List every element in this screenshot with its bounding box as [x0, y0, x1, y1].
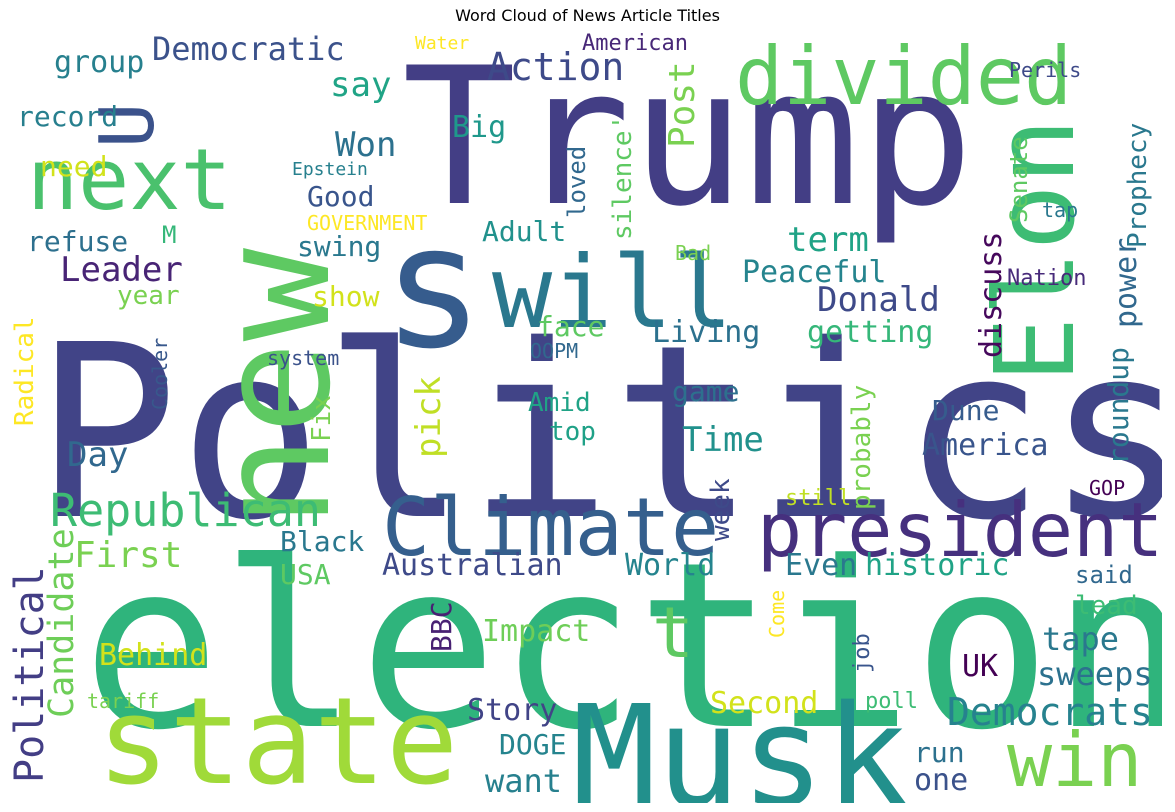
- word-tap: tap: [1042, 198, 1079, 222]
- word-pick: pick: [409, 376, 449, 458]
- word-even: Even: [785, 548, 858, 583]
- word-peaceful: Peaceful: [742, 255, 887, 290]
- word-nation: Nation: [1007, 266, 1087, 291]
- word-s: s: [382, 189, 485, 387]
- word-government: GOVERNMENT: [307, 211, 428, 235]
- word-state: state: [97, 673, 459, 803]
- word-water: Water: [415, 33, 470, 54]
- word-impact: Impact: [482, 614, 591, 649]
- word-come: Come: [765, 589, 789, 638]
- word-good: Good: [307, 180, 375, 213]
- word-job: job: [850, 633, 875, 673]
- word-getting: getting: [807, 315, 934, 350]
- word-refuse: refuse: [27, 225, 129, 258]
- word-need: need: [40, 150, 108, 183]
- word-musk: Musk: [572, 676, 910, 804]
- word-america: America: [922, 428, 1049, 463]
- word-cloud: Politics election Trump Musk state new s Elon wi…: [12, 33, 1162, 803]
- word-epstein: Epstein: [292, 159, 368, 180]
- word-usa: USA: [280, 558, 331, 591]
- word-show: show: [312, 280, 380, 313]
- word-democrats: Democrats: [947, 690, 1153, 734]
- word-election: election: [82, 514, 1162, 781]
- word-sweeps: sweeps: [1037, 655, 1153, 693]
- word-bad: Bad: [675, 241, 712, 265]
- word-tape: tape: [1042, 620, 1120, 658]
- word-republican: Republican: [50, 484, 321, 537]
- word-will: will: [492, 234, 733, 351]
- word-climate: Climate: [382, 481, 720, 574]
- word-democratic: Democratic: [152, 33, 345, 68]
- word-donald: Donald: [817, 280, 940, 320]
- word-m: M: [162, 221, 177, 249]
- word-power: power: [1109, 237, 1144, 328]
- word-president: president: [757, 486, 1162, 574]
- word-win: win: [1007, 716, 1143, 803]
- word-big: Big: [452, 110, 507, 145]
- word-world: World: [625, 548, 716, 583]
- word-say: say: [330, 65, 392, 105]
- word-lead: lead: [1075, 591, 1138, 621]
- word-probably: probably: [847, 384, 877, 510]
- word-want: want: [485, 762, 563, 800]
- word-historic: historic: [865, 548, 1010, 583]
- word-game: game: [672, 375, 740, 408]
- word-term: term: [787, 220, 869, 260]
- word-time: Time: [682, 420, 764, 460]
- word-discuss: discuss: [974, 231, 1009, 358]
- word-gop: GOP: [1089, 476, 1126, 500]
- word-behind: Behind: [99, 638, 208, 673]
- word-perils: Perils: [1009, 58, 1082, 82]
- word-oopm: OOPM: [530, 339, 579, 363]
- word-said: said: [1075, 561, 1133, 589]
- word-post: Post: [662, 61, 703, 148]
- word-year: year: [117, 281, 180, 311]
- word-loved: loved: [563, 145, 591, 218]
- word-radical: Radical: [12, 316, 40, 426]
- word-dune: Dune: [932, 394, 1000, 427]
- word-roundup: roundup: [1102, 346, 1135, 465]
- word-australian: Australian: [382, 548, 563, 583]
- word-week: week: [706, 478, 736, 541]
- word-still: still: [785, 486, 852, 511]
- word-t: t: [652, 592, 695, 674]
- word-tariff: tariff: [87, 689, 160, 713]
- word-face: face: [537, 310, 605, 343]
- word-run: run: [914, 736, 965, 769]
- word-living: Living: [652, 315, 761, 350]
- word-action: Action: [487, 45, 625, 89]
- word-one: one: [914, 763, 969, 798]
- word-amid: Amid: [528, 388, 591, 418]
- word-divided: divided: [735, 33, 1073, 123]
- word-second: Second: [710, 686, 819, 721]
- word-cooler: Cooler: [148, 337, 172, 410]
- word-top: top: [549, 417, 596, 447]
- word-system: system: [267, 346, 340, 370]
- word-won: Won: [335, 125, 397, 165]
- word-first: First: [74, 535, 183, 576]
- word-american: American: [582, 33, 688, 56]
- word-uk: UK: [962, 649, 999, 684]
- word-trump: Trump: [402, 33, 974, 248]
- chart-title: Word Cloud of News Article Titles: [455, 6, 720, 25]
- word-record: record: [17, 100, 119, 133]
- word-black: Black: [280, 525, 365, 558]
- word-leader: Leader: [60, 250, 183, 290]
- word-prophecy: Prophecy: [1123, 122, 1153, 248]
- word-next: next: [27, 131, 232, 230]
- word-senate: Senate: [1005, 136, 1033, 223]
- word-swing: swing: [297, 230, 382, 263]
- word-doge: DOGE: [499, 728, 567, 761]
- word-group: group: [54, 45, 145, 80]
- word-poll: poll: [865, 689, 918, 714]
- word-day: Day: [67, 435, 129, 475]
- word-silence: silence': [608, 114, 638, 240]
- word-story: Story: [467, 693, 558, 728]
- word-fix: Fix: [307, 395, 337, 442]
- word-adult: Adult: [482, 215, 567, 248]
- word-politics: Politics: [34, 293, 1162, 573]
- word-bbc: BBC: [425, 601, 458, 652]
